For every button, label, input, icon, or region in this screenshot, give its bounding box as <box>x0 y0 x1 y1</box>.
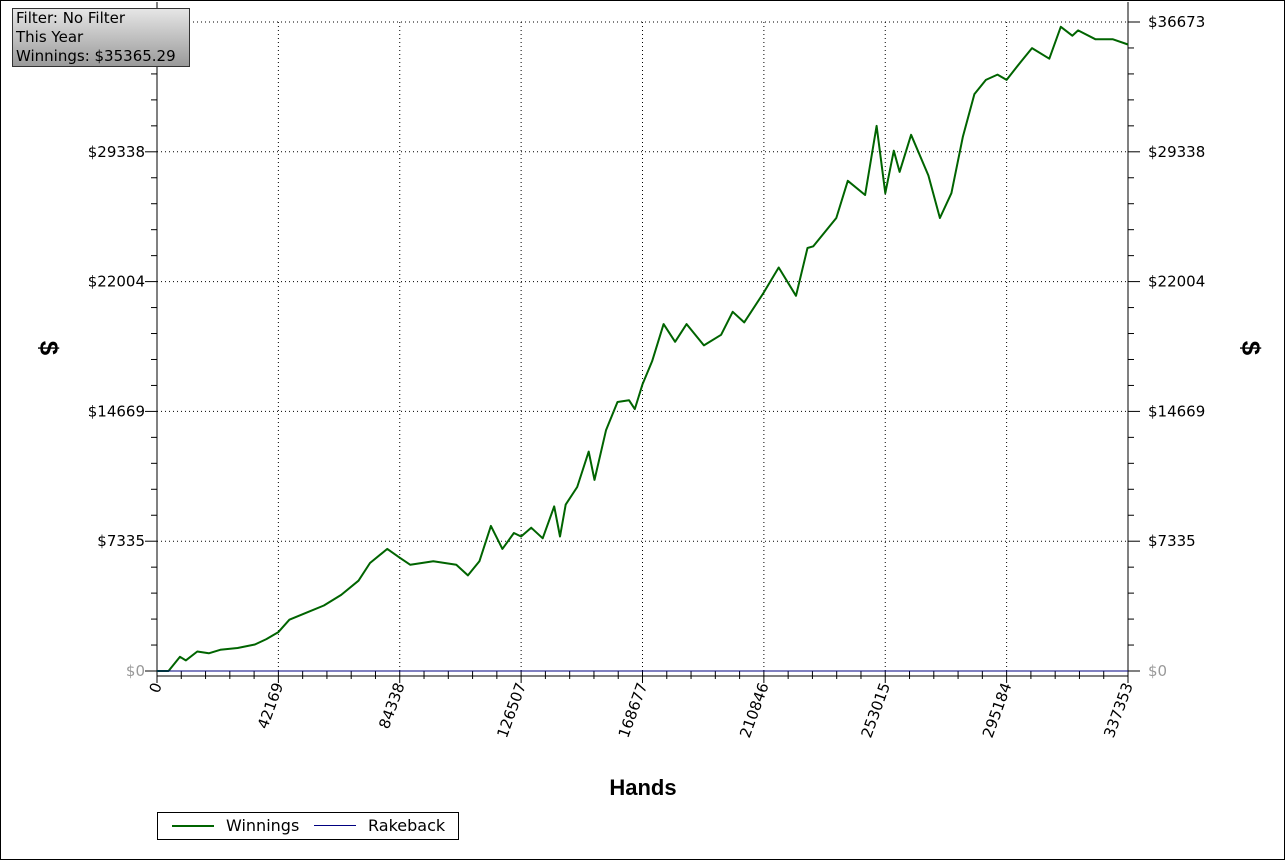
legend-item-rakeback: Rakeback <box>314 816 445 835</box>
y-tick-label-left: $29338 <box>88 143 145 161</box>
x-axis-label: Hands <box>609 775 676 800</box>
y-tick-label-left: $22004 <box>88 273 145 291</box>
x-tick-label: 84338 <box>375 680 408 731</box>
y-tick-label-left: $0 <box>126 662 145 680</box>
filter-info-box: Filter: No Filter This Year Winnings: $3… <box>12 8 190 67</box>
y-axis-label-right: $ <box>1236 341 1266 356</box>
x-tick-label: 253015 <box>858 680 895 740</box>
legend-item-winnings: Winnings <box>172 816 299 835</box>
winnings-label: Winnings: $35365.29 <box>16 47 176 65</box>
legend-swatch-rakeback <box>314 825 356 826</box>
axes <box>145 2 1140 677</box>
y-tick-label-right: $0 <box>1148 662 1167 680</box>
filter-label: Filter: No Filter <box>16 9 126 27</box>
series-line-winnings <box>157 25 1129 672</box>
y-tick-label-right: $7335 <box>1148 532 1196 550</box>
chart-legend: Winnings Rakeback <box>157 812 459 840</box>
legend-label-winnings: Winnings <box>226 816 300 835</box>
y-axis-label-left: $ <box>34 341 64 356</box>
x-tick-label: 126507 <box>493 680 530 740</box>
x-tick-label: 0 <box>146 680 166 695</box>
x-tick-label: 210846 <box>736 680 773 740</box>
y-tick-label-right: $22004 <box>1148 273 1205 291</box>
grid-lines <box>157 21 1128 671</box>
y-tick-label-left: $14669 <box>88 402 145 420</box>
x-tick-label: 168677 <box>615 680 652 740</box>
legend-swatch-winnings <box>172 824 214 827</box>
y-tick-label-right: $14669 <box>1148 402 1205 420</box>
series-lines <box>157 25 1129 672</box>
period-label: This Year <box>16 28 84 46</box>
x-tick-label: 42169 <box>254 680 287 731</box>
y-tick-label-right: $36673 <box>1148 13 1205 31</box>
tick-marks <box>145 21 1140 683</box>
y-tick-label-right: $29338 <box>1148 143 1205 161</box>
x-tick-label: 295184 <box>979 680 1016 740</box>
legend-label-rakeback: Rakeback <box>368 816 446 835</box>
y-tick-label-left: $7335 <box>97 532 145 550</box>
x-tick-label: 337353 <box>1100 680 1137 740</box>
